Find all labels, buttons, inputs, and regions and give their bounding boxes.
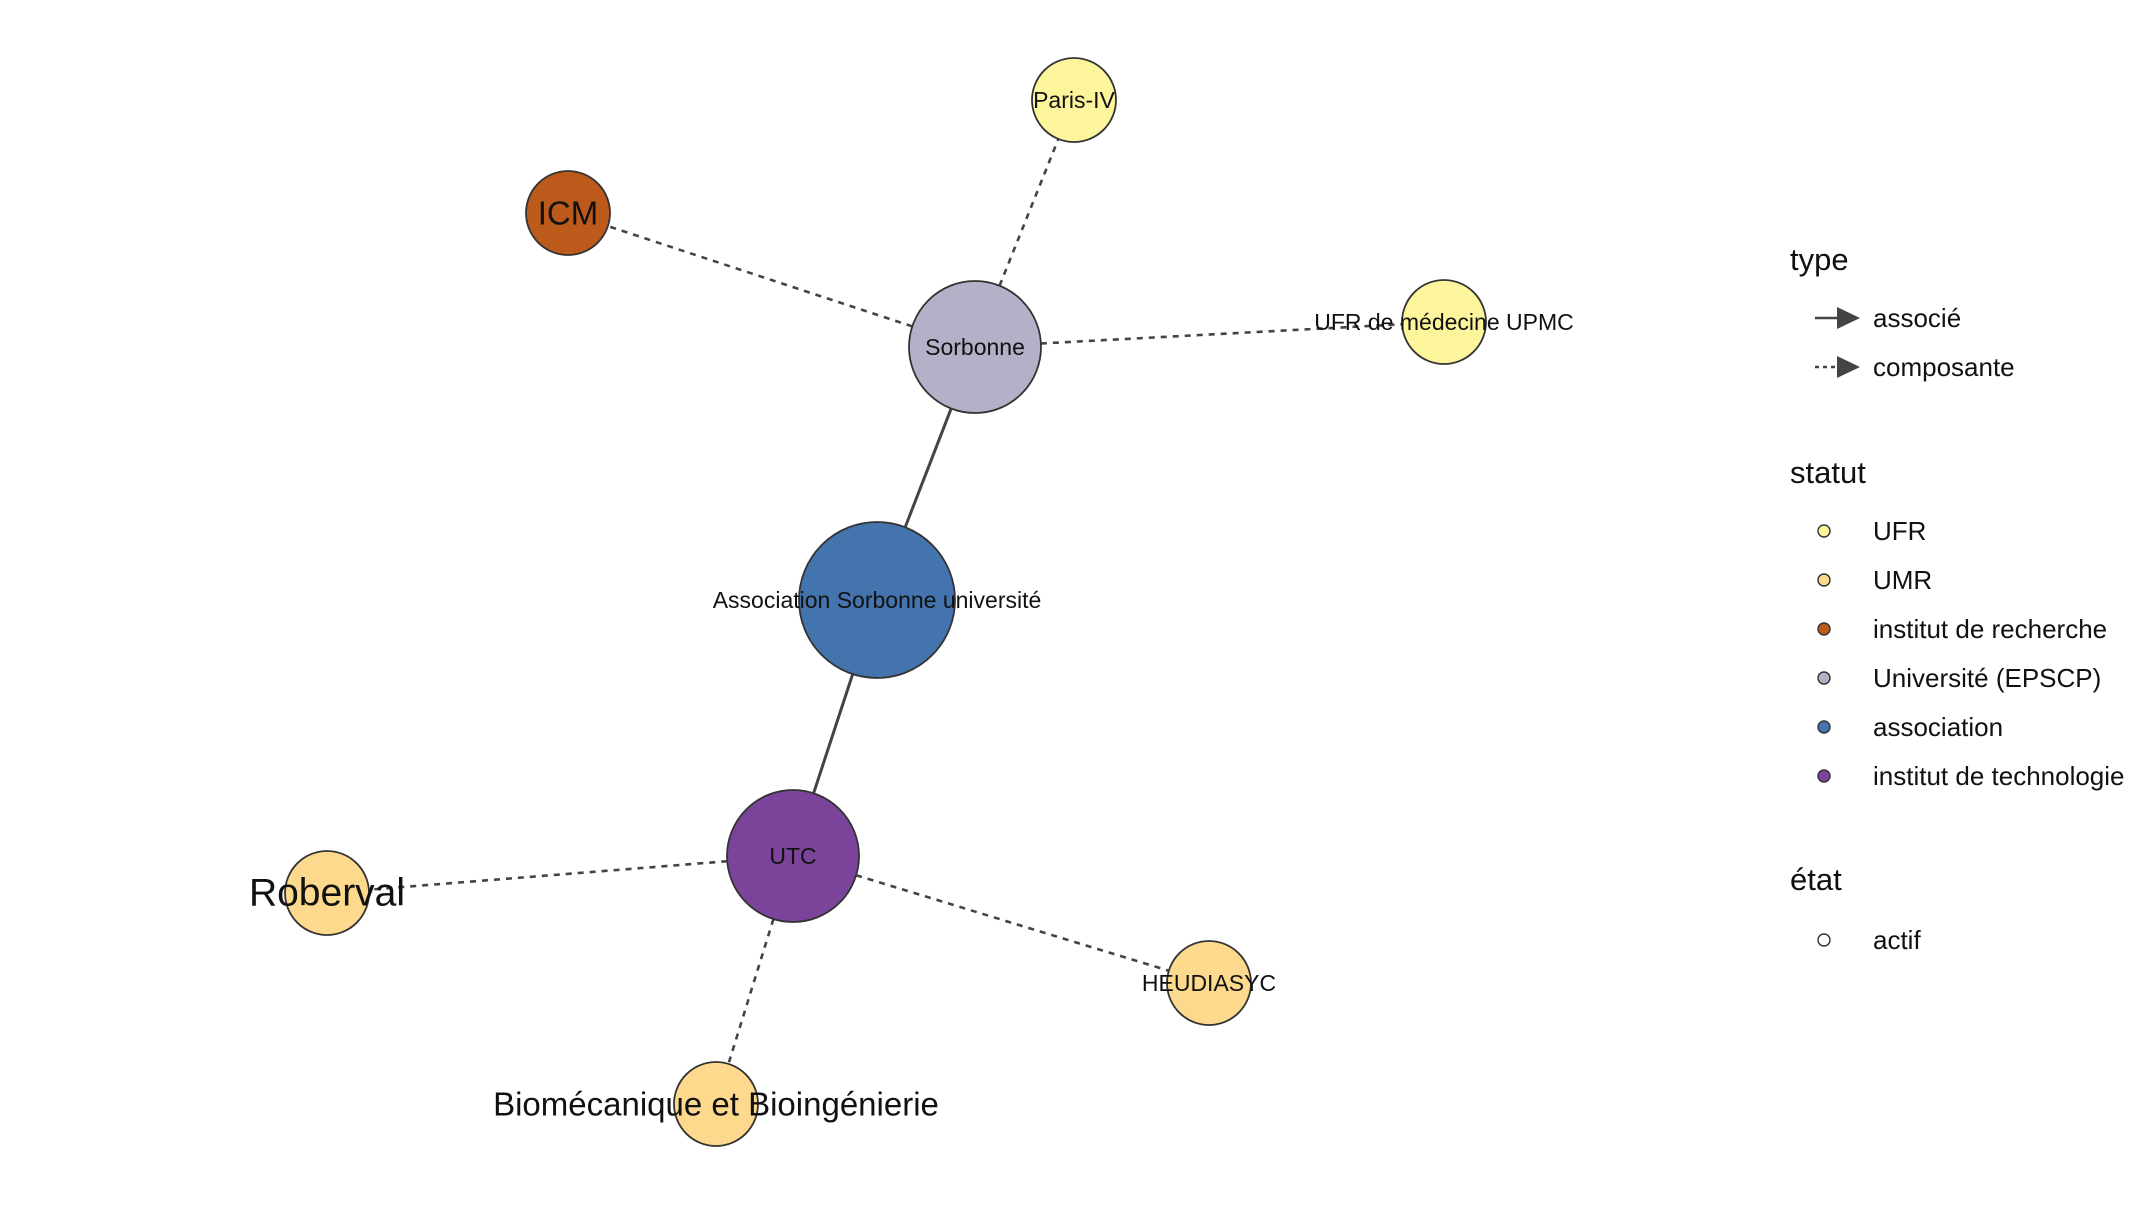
legend-type-arrow-icon-1	[1837, 356, 1860, 378]
labels-layer: Sorbonne Paris-IV ICM UFR de médecine UPMC A…	[249, 87, 1574, 1123]
legend-statut-dot-4	[1817, 720, 1831, 734]
legend-statut-items: UFR UMR institut de recherche Université (E…	[1817, 516, 2125, 791]
node-asu[interactable]	[798, 521, 956, 679]
node-label-utc: UTC	[769, 843, 816, 869]
legend-etat-title: état	[1790, 862, 1842, 897]
edge-asu-utc	[812, 673, 855, 794]
legend-statut-dot-1	[1817, 573, 1831, 587]
node-ufrmed[interactable]	[1401, 279, 1487, 365]
node-sorbonne[interactable]	[908, 280, 1042, 414]
legend-type-title: type	[1790, 242, 1849, 277]
node-label-asu: Association Sorbonne université	[713, 587, 1042, 613]
legend-statut-label-0: UFR	[1873, 516, 1926, 546]
node-paris4[interactable]	[1031, 57, 1117, 143]
node-icm[interactable]	[525, 170, 611, 256]
node-label-ufrmed: UFR de médecine UPMC	[1314, 309, 1573, 335]
node-label-heudiasyc: HEUDIASYC	[1142, 970, 1276, 996]
node-roberval[interactable]	[284, 850, 370, 936]
legend-etat-label-0: actif	[1873, 925, 1921, 955]
legend-statut-label-2: institut de recherche	[1873, 614, 2107, 644]
edge-sorbonne-ufrmed	[1040, 320, 1445, 345]
legend-etat-dot-0	[1817, 933, 1831, 947]
node-label-sorbonne: Sorbonne	[925, 334, 1025, 360]
legend: type associé composante statut UFR UMR inst…	[1790, 242, 2125, 955]
edge-sorbonne-asu	[903, 408, 953, 528]
legend-statut-label-4: association	[1873, 712, 2003, 742]
node-heudiasyc[interactable]	[1166, 940, 1252, 1026]
node-label-paris4: Paris-IV	[1033, 87, 1115, 113]
legend-statut-label-3: Université (EPSCP)	[1873, 663, 2101, 693]
node-utc[interactable]	[726, 789, 860, 923]
legend-type-label-0: associé	[1873, 303, 1961, 333]
legend-statut-dot-5	[1817, 769, 1831, 783]
legend-statut-dot-2	[1817, 622, 1831, 636]
legend-statut-label-1: UMR	[1873, 565, 1932, 595]
legend-statut-dot-3	[1817, 671, 1831, 685]
legend-statut-title: statut	[1790, 455, 1866, 490]
node-biomeca[interactable]	[673, 1061, 759, 1147]
legend-statut-dot-0	[1817, 524, 1831, 538]
node-label-icm: ICM	[538, 195, 599, 232]
edge-sorbonne-paris4	[998, 99, 1076, 287]
legend-type-label-1: composante	[1873, 352, 2015, 382]
edge-utc-heudiasyc	[855, 874, 1210, 985]
node-label-biomeca: Biomécanique et Bioingénierie	[493, 1086, 939, 1123]
legend-statut-label-5: institut de technologie	[1873, 761, 2125, 791]
nodes-layer	[284, 57, 1487, 1147]
legend-etat-items: actif	[1817, 925, 1921, 955]
edge-sorbonne-icm	[567, 211, 913, 328]
edges-layer	[326, 99, 1445, 1105]
node-label-roberval: Roberval	[249, 872, 405, 915]
legend-type-items: associé composante	[1815, 303, 2015, 382]
legend-type-arrow-icon-0	[1837, 307, 1860, 329]
